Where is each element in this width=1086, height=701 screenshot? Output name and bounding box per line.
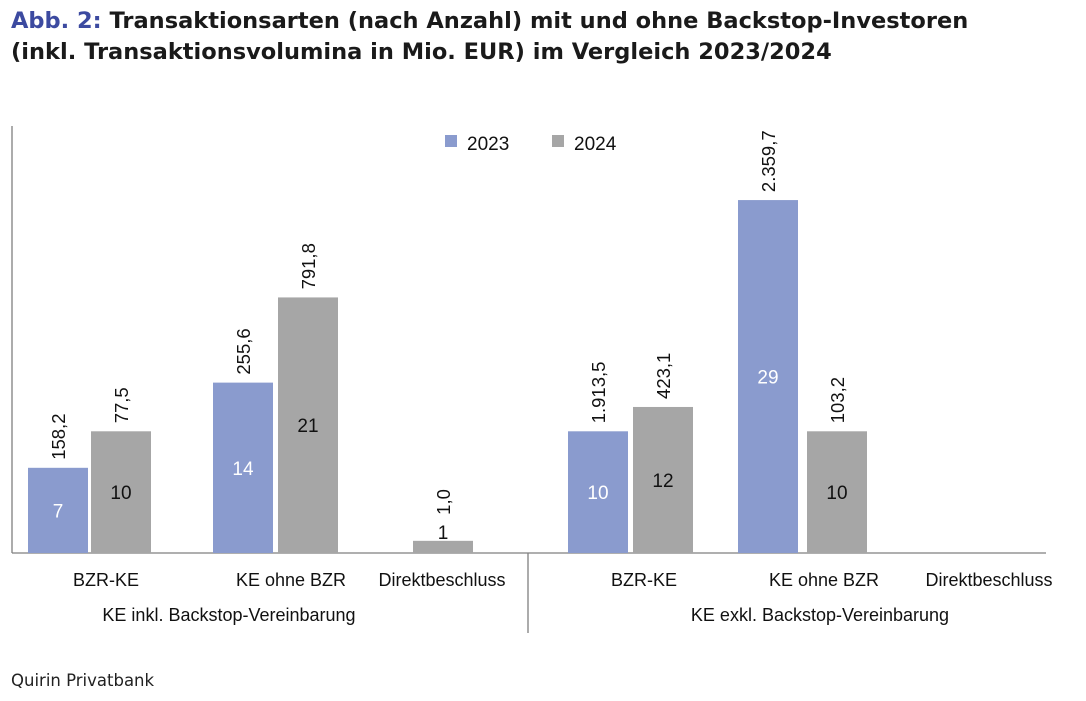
legend-label-2024: 2024 [574, 134, 617, 155]
bar-volume-label: 2.359,7 [758, 130, 779, 192]
x-tick-label: BZR-KE [611, 570, 677, 590]
title-line-2: (inkl. Transaktionsvolumina in Mio. EUR)… [11, 39, 832, 65]
bar-2024 [278, 297, 338, 553]
bar-2023 [28, 467, 88, 553]
bar-volume-label: 158,2 [48, 414, 69, 460]
bar-volume-label: 791,8 [298, 243, 319, 289]
bar-volume-label: 1,0 [433, 489, 454, 515]
bar-count-label: 21 [297, 416, 318, 437]
bar-count-label: 12 [652, 471, 673, 492]
bar-count-label: 7 [53, 501, 64, 522]
bar-count-label: 10 [826, 483, 847, 504]
x-tick-label: KE ohne BZR [236, 570, 346, 590]
group-label: KE exkl. Backstop-Vereinbarung [691, 605, 949, 625]
bar-2023 [738, 200, 798, 553]
group-label: KE inkl. Backstop-Vereinbarung [102, 605, 355, 625]
bar-volume-label: 255,6 [233, 328, 254, 374]
title-prefix: Abb. 2: [11, 8, 102, 34]
chart-title: Abb. 2: Transaktionsarten (nach Anzahl) … [11, 6, 1071, 68]
bar-2024 [413, 540, 473, 553]
legend-swatch-2023 [445, 135, 457, 147]
bar-2023 [568, 431, 628, 553]
bar-count-label: 10 [110, 483, 131, 504]
bar-count-label: 10 [587, 483, 608, 504]
bar-2024 [807, 431, 867, 553]
x-tick-label: Direktbeschluss [378, 570, 505, 590]
x-tick-label: KE ohne BZR [769, 570, 879, 590]
legend-label-2023: 2023 [467, 134, 509, 155]
bar-2024 [633, 406, 693, 553]
legend-swatch-2024 [552, 135, 564, 147]
title-line-1: Transaktionsarten (nach Anzahl) mit und … [109, 8, 969, 34]
bar-volume-label: 77,5 [111, 387, 132, 423]
bar-volume-label: 103,2 [827, 377, 848, 423]
bar-volume-label: 423,1 [653, 353, 674, 399]
bar-count-label: 14 [232, 459, 254, 480]
x-tick-label: BZR-KE [73, 570, 139, 590]
bar-count-label: 29 [757, 368, 778, 389]
bar-2023 [213, 382, 273, 553]
source-note: Quirin Privatbank [11, 671, 155, 690]
x-tick-label: Direktbeschluss [925, 570, 1052, 590]
bar-count-label: 1 [438, 523, 449, 544]
bar-volume-label: 1.913,5 [588, 362, 609, 424]
bar-2024 [91, 431, 151, 553]
